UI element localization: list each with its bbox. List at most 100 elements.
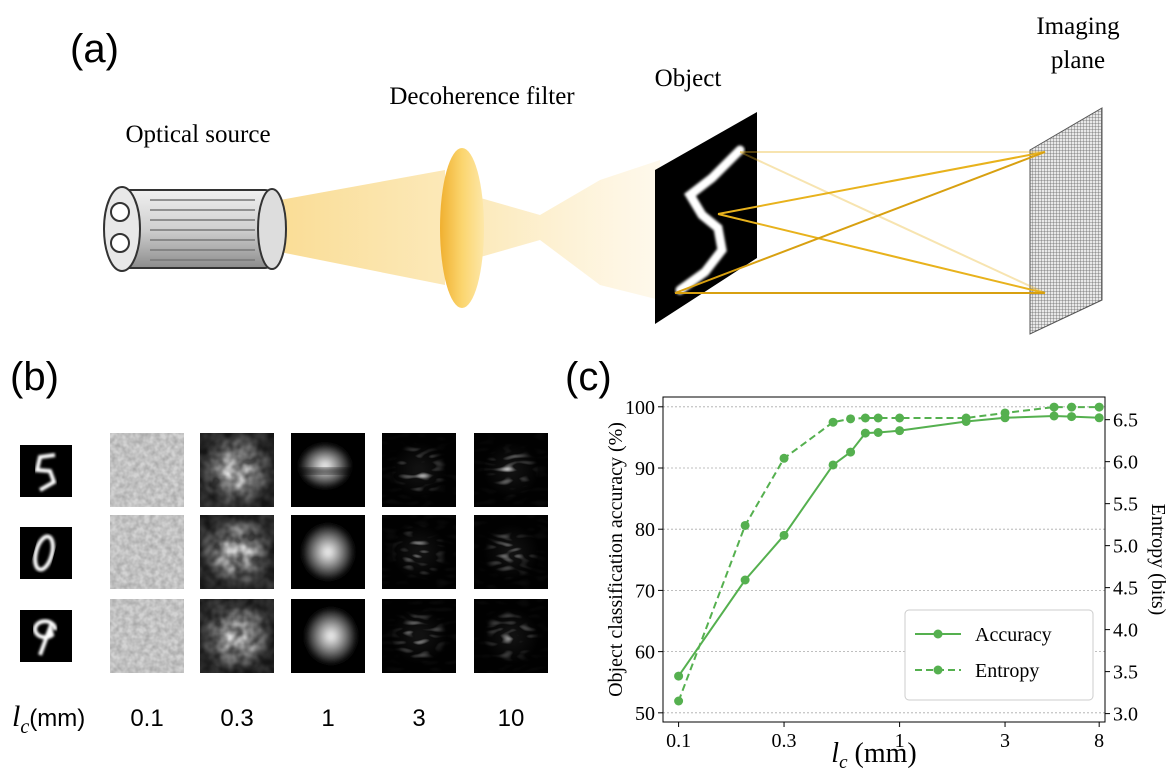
vignette bbox=[200, 433, 274, 507]
speckle-texture bbox=[110, 433, 184, 507]
y2-tick-label: 5.5 bbox=[1113, 494, 1138, 516]
panel-label: (a) bbox=[70, 27, 119, 71]
y2-tick-label: 6.0 bbox=[1113, 452, 1138, 474]
speckle-image bbox=[474, 599, 548, 673]
speckle-texture bbox=[110, 599, 184, 673]
legend: Accuracy Entropy bbox=[905, 610, 1093, 700]
blob bbox=[302, 524, 354, 580]
point bbox=[1095, 403, 1104, 412]
vignette bbox=[474, 599, 548, 673]
optical-source bbox=[104, 187, 286, 271]
point bbox=[846, 414, 855, 423]
y2-tick-label: 3.0 bbox=[1113, 704, 1138, 726]
legend-label: Entropy bbox=[975, 660, 1039, 682]
speckle-image bbox=[110, 515, 184, 589]
column-label: 10 bbox=[498, 705, 525, 732]
point bbox=[829, 460, 838, 469]
point bbox=[874, 428, 883, 437]
speckle-image bbox=[474, 515, 548, 589]
speckle-texture bbox=[110, 515, 184, 589]
point bbox=[741, 521, 750, 530]
filter-label: Decoherence filter bbox=[389, 83, 575, 110]
source-label: Optical source bbox=[125, 121, 270, 148]
plane-label: plane bbox=[1051, 47, 1105, 74]
vignette bbox=[382, 515, 456, 589]
speckle-image bbox=[382, 599, 456, 673]
y-tick-label: 60 bbox=[635, 642, 655, 664]
y-tick-label: 90 bbox=[635, 458, 655, 480]
blob bbox=[299, 444, 351, 488]
point bbox=[1067, 403, 1076, 412]
point bbox=[1050, 403, 1059, 412]
y-tick-label: 50 bbox=[635, 703, 655, 725]
speckle-image bbox=[200, 433, 274, 507]
point bbox=[780, 454, 789, 463]
vignette bbox=[200, 515, 274, 589]
x-tick-label: 0.1 bbox=[666, 730, 691, 752]
speckle-image bbox=[200, 599, 274, 673]
y-tick-label: 100 bbox=[625, 397, 655, 419]
point bbox=[780, 531, 789, 540]
vignette bbox=[382, 599, 456, 673]
x-label-unit: (mm) bbox=[855, 738, 917, 769]
speckle-image bbox=[291, 515, 365, 589]
y2-tick-label: 3.5 bbox=[1113, 662, 1138, 684]
x-axis-label: lc (mm) bbox=[831, 738, 916, 769]
blob bbox=[305, 608, 357, 664]
beam bbox=[280, 170, 445, 285]
imaging-plane bbox=[1030, 108, 1102, 334]
legend-marker bbox=[934, 630, 943, 639]
figure: (a) (b) (c) Optical source Decoherence f… bbox=[0, 0, 1166, 769]
point bbox=[895, 413, 904, 422]
speckle-image bbox=[110, 599, 184, 673]
setup-diagram: Optical source Decoherence filter Object… bbox=[104, 13, 1120, 334]
point bbox=[874, 413, 883, 422]
point bbox=[674, 697, 683, 706]
point bbox=[861, 413, 870, 422]
lc-subscript: c bbox=[20, 716, 29, 738]
y-tick-label: 70 bbox=[635, 580, 655, 602]
vignette bbox=[200, 599, 274, 673]
speckle-image bbox=[291, 599, 365, 673]
point bbox=[1001, 408, 1010, 417]
speckle-image bbox=[382, 433, 456, 507]
lens bbox=[440, 148, 484, 308]
legend-label: Accuracy bbox=[975, 624, 1052, 646]
point bbox=[861, 429, 870, 438]
plane-label: Imaging bbox=[1036, 13, 1120, 40]
object-label: Object bbox=[655, 65, 722, 92]
legend-marker bbox=[934, 666, 943, 675]
lc-label: lc(mm) bbox=[12, 700, 85, 738]
point bbox=[741, 576, 750, 585]
panel-label: (c) bbox=[565, 355, 612, 399]
point bbox=[674, 672, 683, 681]
vignette bbox=[474, 433, 548, 507]
point bbox=[1095, 413, 1104, 422]
beam bbox=[470, 160, 660, 300]
point bbox=[1067, 412, 1076, 421]
x-label-gap bbox=[848, 738, 855, 769]
y-axis-label: Object classification accuracy (%) bbox=[605, 422, 627, 697]
dark-band bbox=[299, 468, 357, 474]
chart: 50607080901003.03.54.04.55.05.56.06.50.1… bbox=[605, 397, 1166, 769]
speckle-image bbox=[200, 515, 274, 589]
column-label: 1 bbox=[321, 705, 334, 732]
y2-tick-label: 5.0 bbox=[1113, 536, 1138, 558]
column-label: 0.1 bbox=[130, 705, 163, 732]
x-tick-label: 3 bbox=[1000, 730, 1010, 752]
y2-tick-label: 4.5 bbox=[1113, 578, 1138, 600]
y-tick-label: 80 bbox=[635, 519, 655, 541]
lc-symbol: l bbox=[12, 700, 20, 733]
speckle-image bbox=[291, 433, 365, 507]
point bbox=[846, 448, 855, 457]
lc-unit: (mm) bbox=[29, 705, 85, 732]
vignette bbox=[474, 515, 548, 589]
point bbox=[962, 413, 971, 422]
point bbox=[895, 426, 904, 435]
x-tick-label: 0.3 bbox=[772, 730, 797, 752]
speckle-image bbox=[474, 433, 548, 507]
speckle-image bbox=[110, 433, 184, 507]
x-tick-label: 8 bbox=[1094, 730, 1104, 752]
vignette bbox=[382, 433, 456, 507]
